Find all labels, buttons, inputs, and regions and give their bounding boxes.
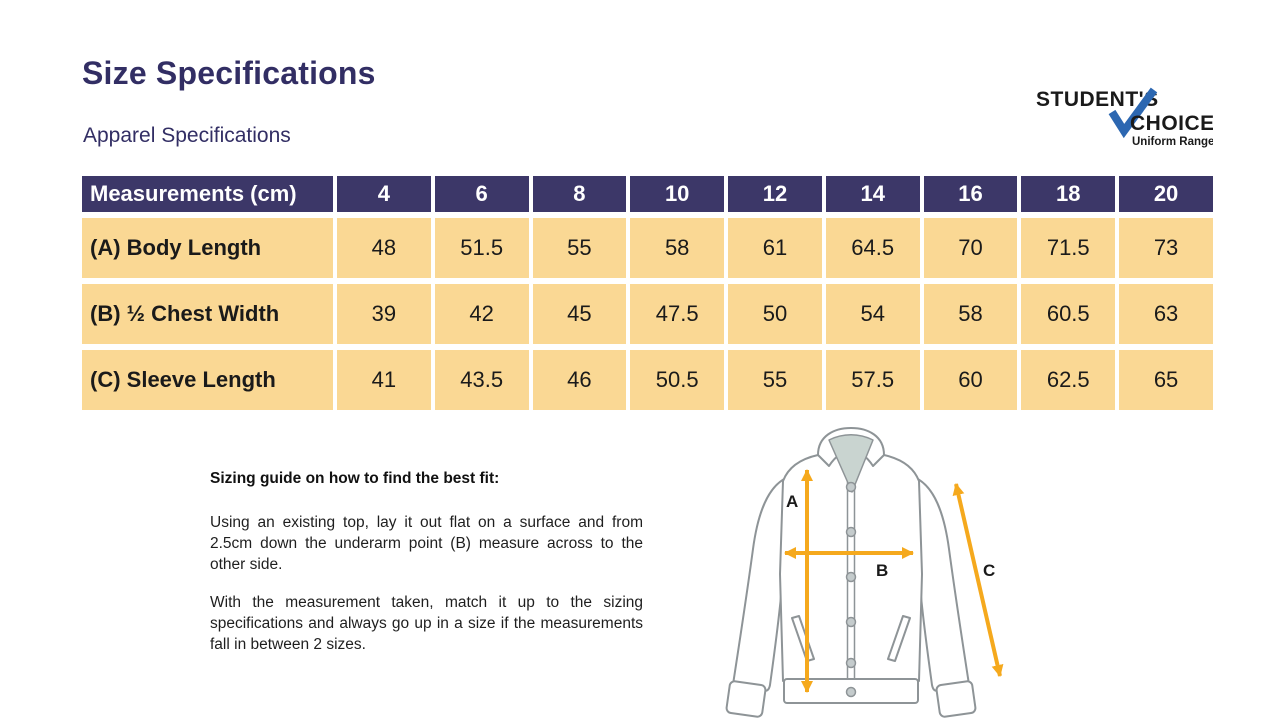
col-header: Measurements (cm) — [78, 170, 337, 218]
table-header-row: Measurements (cm) 4 6 8 10 12 14 16 18 2… — [78, 170, 1217, 218]
table-cell: 45 — [528, 278, 631, 350]
table-cell: 70 — [919, 212, 1022, 284]
table-cell: 50 — [724, 278, 826, 350]
jacket-right-cuff — [935, 680, 977, 718]
jacket-left-sleeve — [732, 477, 787, 692]
sizing-guide-para1: Using an existing top, lay it out flat o… — [210, 514, 643, 574]
measure-label-a: A — [786, 492, 798, 511]
table-cell: 43.5 — [430, 344, 533, 416]
table-cell: 58 — [626, 212, 729, 284]
table-cell: 61 — [724, 212, 826, 284]
jacket-button — [845, 657, 857, 669]
logo-tagline: Uniform Range — [1132, 136, 1213, 148]
table-cell: 63 — [1115, 278, 1217, 350]
jacket-body — [779, 454, 923, 682]
jacket-button — [845, 616, 857, 628]
table-cell: 58 — [919, 278, 1022, 350]
table-cell: 55 — [724, 344, 826, 416]
table-cell: 73 — [1115, 212, 1217, 284]
sizing-guide-para2: With the measurement taken, match it up … — [210, 594, 643, 654]
measure-arrow-c — [952, 483, 1004, 677]
jacket-collar-inner — [828, 434, 874, 493]
page-title: Size Specifications — [82, 55, 376, 91]
jacket-button — [845, 526, 857, 538]
row-label: (B) ½ Chest Width — [78, 278, 337, 350]
jacket-button — [845, 481, 857, 493]
sizing-guide-heading: Sizing guide on how to find the best fit… — [210, 470, 500, 487]
col-header: 12 — [724, 170, 826, 218]
col-header: 20 — [1115, 170, 1217, 218]
size-table: Measurements (cm) 4 6 8 10 12 14 16 18 2… — [78, 170, 1217, 416]
jacket-diagram: A B C — [725, 427, 1004, 718]
col-header: 18 — [1017, 170, 1120, 218]
table-cell: 57.5 — [821, 344, 924, 416]
table-cell: 51.5 — [430, 212, 533, 284]
table-cell: 65 — [1115, 344, 1217, 416]
table-cell: 54 — [821, 278, 924, 350]
table-cell: 47.5 — [626, 278, 729, 350]
students-choice-logo: STUDENT'S CHOICE Uniform Range — [1036, 87, 1213, 148]
jacket-right-pocket — [887, 615, 911, 662]
table-cell: 46 — [528, 344, 631, 416]
col-header: 8 — [528, 170, 631, 218]
row-label: (C) Sleeve Length — [78, 344, 337, 416]
measure-label-b: B — [876, 561, 888, 580]
checkmark-icon — [1108, 87, 1158, 139]
table-cell: 48 — [333, 212, 435, 284]
table-row: (C) Sleeve Length 41 43.5 46 50.5 55 57.… — [78, 344, 1217, 416]
jacket-button — [845, 571, 857, 583]
table-row: (A) Body Length 48 51.5 55 58 61 64.5 70… — [78, 212, 1217, 284]
col-header: 4 — [333, 170, 435, 218]
jacket-button — [845, 686, 857, 698]
col-header: 14 — [821, 170, 924, 218]
table-cell: 41 — [333, 344, 435, 416]
logo-line2: CHOICE — [1130, 112, 1213, 135]
page-subtitle: Apparel Specifications — [83, 124, 291, 147]
table-row: (B) ½ Chest Width 39 42 45 47.5 50 54 58… — [78, 278, 1217, 350]
measure-label-c: C — [983, 561, 995, 580]
col-header: 16 — [919, 170, 1022, 218]
sizing-guide: Sizing guide on how to find the best fit… — [210, 470, 643, 672]
col-header: 10 — [626, 170, 729, 218]
logo-line1: STUDENT'S — [1036, 88, 1159, 111]
col-header: 6 — [430, 170, 533, 218]
table-cell: 39 — [333, 278, 435, 350]
table-cell: 60 — [919, 344, 1022, 416]
table-cell: 62.5 — [1017, 344, 1120, 416]
jacket-left-cuff — [725, 680, 767, 718]
row-label: (A) Body Length — [78, 212, 337, 284]
table-cell: 42 — [430, 278, 533, 350]
table-cell: 55 — [528, 212, 631, 284]
table-cell: 64.5 — [821, 212, 924, 284]
table-cell: 71.5 — [1017, 212, 1120, 284]
table-cell: 60.5 — [1017, 278, 1120, 350]
table-cell: 50.5 — [626, 344, 729, 416]
